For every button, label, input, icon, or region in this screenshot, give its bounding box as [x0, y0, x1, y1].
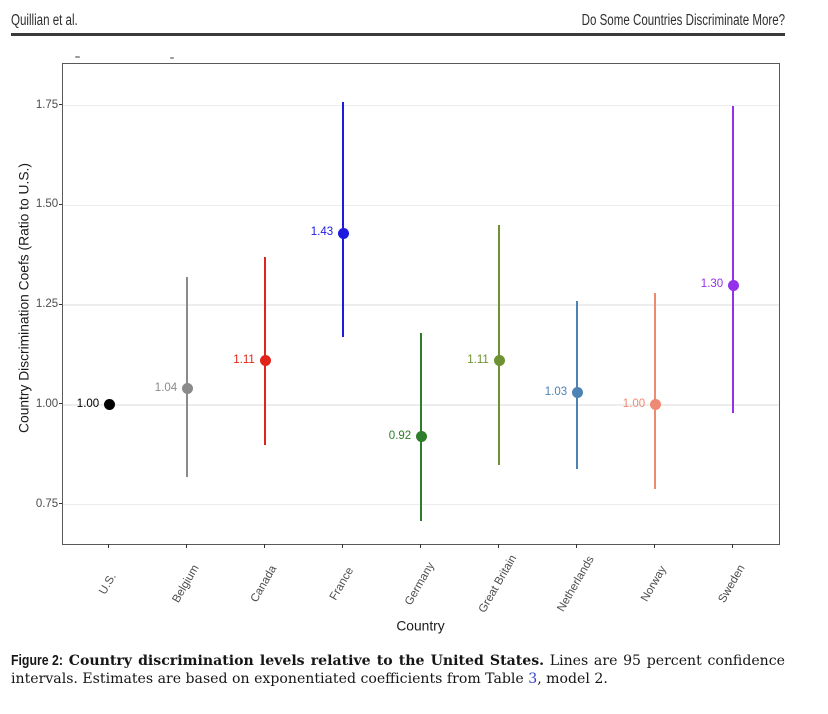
y-axis-tick [58, 403, 63, 405]
x-axis-tick [419, 544, 421, 548]
point-canada [259, 355, 271, 367]
caption-text-2: intervals. Estimates are based on expone… [11, 671, 524, 688]
y-tick-label: 0.75 [35, 497, 59, 510]
x-axis-tick [653, 544, 655, 548]
value-label-sweden: 1.30 [700, 278, 724, 291]
point-u-s- [103, 399, 115, 411]
x-tick-label: Netherlands [555, 553, 597, 614]
cropped-title-fragment [170, 57, 175, 59]
value-label-u-s-: 1.00 [76, 397, 100, 410]
running-header-title: Do Some Countries Discriminate More? [581, 12, 785, 30]
value-label-germany: 0.92 [388, 429, 412, 442]
x-tick-label: U.S. [97, 570, 120, 597]
x-axis-tick [341, 544, 343, 548]
x-axis-tick [497, 544, 499, 548]
y-tick-label: 1.00 [35, 397, 59, 410]
y-gridline [63, 105, 780, 107]
x-axis-tick [731, 544, 733, 548]
figure-caption: Figure 2: Country discrimination levels … [11, 652, 785, 689]
ci-line-netherlands [576, 301, 579, 469]
ci-line-germany [420, 333, 423, 521]
y-gridline [63, 204, 780, 207]
x-tick-label: Sweden [716, 562, 748, 605]
x-tick-label: Canada [249, 563, 280, 604]
x-tick-label: France [328, 564, 357, 603]
value-label-norway: 1.00 [622, 397, 646, 410]
x-axis-title: Country [396, 618, 445, 634]
point-france [337, 227, 349, 239]
caption-bold-title: Country discrimination levels relative t… [68, 652, 545, 669]
point-belgium [181, 383, 193, 395]
caption-line-2: intervals. Estimates are based on expone… [11, 670, 785, 689]
value-label-france: 1.43 [310, 226, 334, 239]
x-tick-label: Belgium [170, 562, 202, 605]
x-axis-tick [263, 544, 265, 548]
caption-text-1: Lines are 95 percent confidence [549, 652, 785, 669]
point-germany [415, 431, 427, 443]
value-label-netherlands: 1.03 [544, 385, 568, 398]
y-tick-label: 1.75 [35, 98, 59, 111]
table-3-link[interactable]: 3 [528, 671, 538, 688]
point-great-britain [493, 355, 505, 367]
plot-panel [62, 63, 781, 545]
ci-line-norway [654, 293, 657, 489]
x-tick-label: Germany [403, 560, 438, 607]
y-axis-title: Country Discrimination Coefs (Ratio to U… [16, 163, 31, 433]
y-axis-tick [58, 502, 63, 505]
value-label-belgium: 1.04 [154, 381, 178, 394]
y-axis-tick [58, 203, 63, 205]
point-norway [649, 399, 661, 411]
caption-line-1: Figure 2: Country discrimination levels … [11, 652, 785, 671]
y-tick-label: 1.25 [35, 298, 59, 311]
ci-line-great-britain [498, 225, 501, 465]
y-axis-tick [58, 303, 63, 305]
caption-text-3: , model 2. [537, 671, 608, 688]
value-label-great-britain: 1.11 [467, 353, 489, 366]
ci-line-sweden [732, 105, 735, 413]
point-netherlands [571, 387, 583, 399]
y-axis-tick [58, 104, 63, 106]
cropped-title-fragment [74, 56, 80, 59]
x-tick-label: Norway [639, 563, 670, 604]
header-rule [11, 33, 785, 36]
ci-line-france [342, 101, 345, 338]
y-tick-label: 1.50 [35, 198, 59, 211]
ci-line-canada [264, 257, 267, 445]
x-axis-tick [107, 544, 109, 548]
running-header-author: Quillian et al. [11, 12, 78, 30]
caption-figure-label: Figure 2: [11, 651, 63, 669]
x-axis-tick [185, 544, 187, 548]
value-label-canada: 1.11 [233, 353, 255, 366]
x-tick-label: Great Britain [476, 552, 520, 615]
ci-line-belgium [186, 277, 189, 477]
x-axis-tick [575, 544, 577, 548]
point-sweden [727, 279, 739, 291]
y-gridline [63, 304, 780, 306]
